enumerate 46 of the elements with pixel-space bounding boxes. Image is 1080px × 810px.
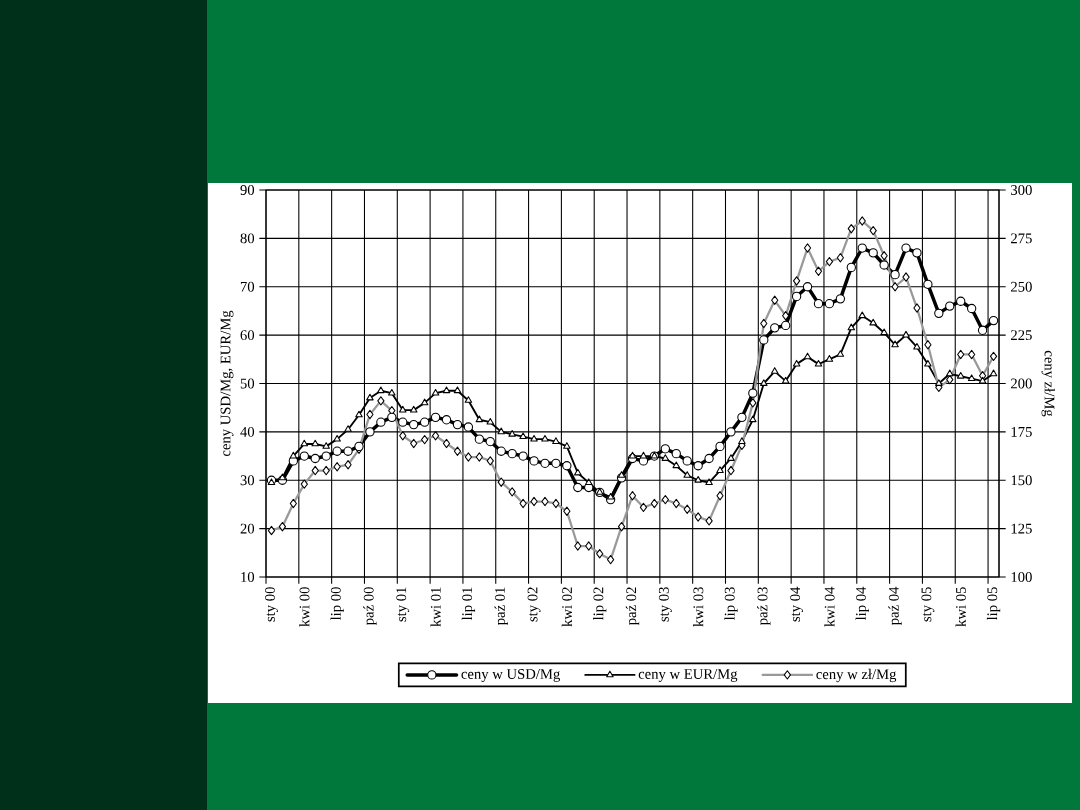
legend-label: ceny w zł/Mg [816,668,897,683]
y-tick-label: 30 [240,475,255,486]
x-tick-label: sty 00 [265,587,278,622]
y2-tick-label: 275 [1011,233,1032,244]
x-tick-label: sty 04 [790,586,804,622]
x-tick-label: lip 01 [461,587,476,621]
y2-tick-label: 100 [1011,572,1032,582]
x-tick-label: lip 05 [986,587,1001,621]
x-tick-label: kwi 02 [561,587,573,627]
x-tick-label: lip 04 [855,586,869,621]
x-tick-label: sty 03 [658,587,672,622]
y-tick-label: 90 [240,185,255,195]
x-tick-label: lip 02 [593,587,607,621]
y-tick-label: 80 [240,233,255,244]
x-tick-label: lip 00 [330,587,344,621]
x-tick-label: paź 03 [757,587,771,626]
x-tick-label: paź 01 [494,587,508,626]
y-tick-label: 20 [240,523,255,534]
y-tick-label: 60 [240,330,255,341]
y-tick-label: 50 [240,378,255,389]
legend-label: ceny w EUR/Mg [638,669,738,682]
x-tick-label: sty 01 [396,587,410,622]
y2-tick-label: 125 [1011,523,1032,534]
x-tick-label: sty 02 [527,587,541,622]
x-tick-label: paź 04 [888,586,902,626]
x-tick-label: kwi 05 [955,587,966,627]
x-tick-label: kwi 01 [430,587,441,627]
y-tick-label: 70 [240,281,255,292]
x-tick-label: lip 03 [724,587,738,621]
x-tick-label: kwi 00 [299,587,310,627]
x-tick-label: paź 00 [363,587,377,626]
x-tick-label: kwi 03 [693,587,704,627]
x-tick-label: paź 02 [625,587,640,626]
y2-tick-label: 175 [1011,426,1032,437]
y2-tick-label: 150 [1011,475,1032,486]
y-tick-label: 10 [241,572,255,582]
y2-tick-label: 250 [1011,281,1032,292]
y2-tick-label: 200 [1011,378,1032,389]
y2-tick-label: 225 [1011,330,1032,341]
y2-axis-title: ceny zł/Mg [1041,350,1055,417]
y-tick-label: 40 [240,426,255,437]
x-tick-label: kwi 04 [824,586,835,627]
y-axis-title: ceny USD/Mg, EUR/Mg [220,310,234,457]
legend-label: ceny w USD/Mg [461,669,560,682]
x-tick-label: sty 05 [921,587,935,622]
y2-tick-label: 300 [1011,185,1032,195]
